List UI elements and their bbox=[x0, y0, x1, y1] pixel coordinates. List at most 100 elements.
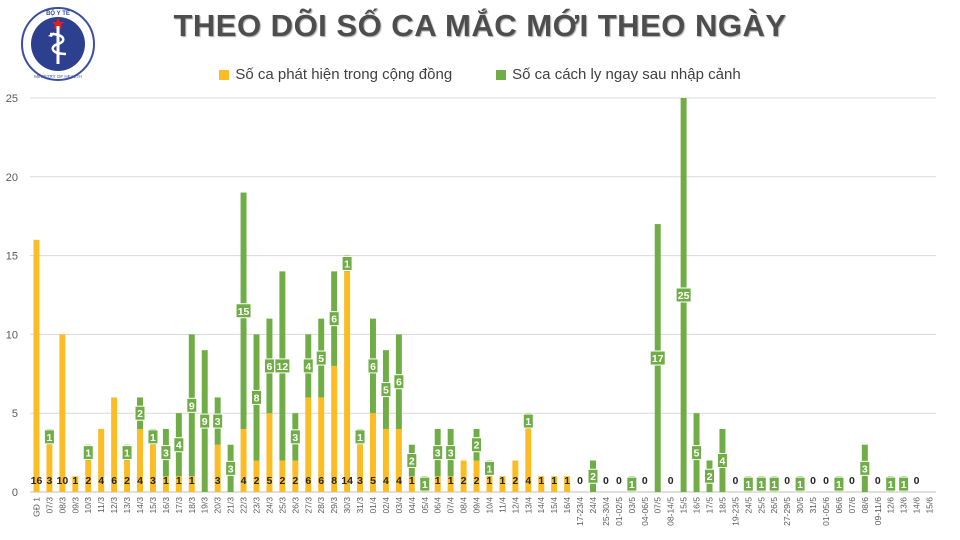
data-label-box bbox=[859, 460, 871, 476]
x-tick-label: 10/3 bbox=[83, 497, 93, 514]
x-tick-label: 24/5 bbox=[743, 497, 753, 514]
x-tick-label: 15/5 bbox=[679, 497, 689, 514]
data-label-quarantine: 1 bbox=[85, 448, 91, 460]
data-label-quarantine: 2 bbox=[707, 471, 713, 483]
x-tick-label: 31/5 bbox=[808, 497, 818, 514]
bar-community bbox=[357, 444, 364, 492]
data-label-quarantine: 2 bbox=[137, 408, 143, 420]
data-label-quarantine: 1 bbox=[46, 432, 52, 444]
x-tick-label: 04-06/5 bbox=[640, 497, 650, 526]
bar-community bbox=[124, 460, 131, 492]
legend-label-community: Số ca phát hiện trong cộng đồng bbox=[235, 66, 453, 83]
data-label-quarantine: 8 bbox=[254, 392, 260, 404]
bar-community bbox=[253, 460, 260, 492]
x-tick-label: 01-05/6 bbox=[821, 497, 831, 526]
data-label-quarantine: 1 bbox=[150, 432, 156, 444]
data-label-box bbox=[199, 413, 211, 429]
x-tick-label: 14/4 bbox=[536, 497, 546, 514]
data-label-community: 0 bbox=[875, 475, 881, 487]
data-label-box bbox=[328, 311, 340, 327]
data-label-box bbox=[43, 429, 55, 445]
data-label-box bbox=[173, 437, 185, 453]
data-label-community: 3 bbox=[150, 475, 156, 487]
chart-legend: Số ca phát hiện trong cộng đồng Số ca cá… bbox=[0, 66, 960, 83]
bar-community bbox=[344, 271, 351, 492]
x-tick-label: 17/5 bbox=[705, 497, 715, 514]
bar-community bbox=[175, 476, 182, 492]
data-label-community: 4 bbox=[396, 475, 402, 487]
data-label-community: 5 bbox=[370, 475, 376, 487]
x-tick-label: 19/3 bbox=[200, 497, 210, 514]
bar-community bbox=[512, 460, 519, 492]
data-label-community: 5 bbox=[267, 475, 273, 487]
bar-community bbox=[59, 334, 66, 492]
x-tick-label: 24/3 bbox=[264, 497, 274, 514]
x-tick-label: 20/3 bbox=[213, 497, 223, 514]
x-tick-label: 04/4 bbox=[407, 497, 417, 514]
data-label-box bbox=[716, 452, 728, 468]
star-icon bbox=[52, 18, 64, 29]
bar-community bbox=[137, 428, 143, 492]
data-label-quarantine: 1 bbox=[745, 479, 751, 491]
data-label-box bbox=[898, 476, 910, 492]
data-label-quarantine: 25 bbox=[678, 290, 690, 302]
x-tick-label: 08-14/5 bbox=[666, 497, 676, 526]
bar-community bbox=[499, 476, 506, 492]
data-label-quarantine: 3 bbox=[292, 432, 298, 444]
data-label-quarantine: 4 bbox=[720, 455, 726, 467]
data-label-quarantine: 6 bbox=[267, 361, 273, 373]
bar-community bbox=[85, 460, 92, 492]
data-label-box bbox=[251, 389, 262, 405]
data-label-community: 0 bbox=[914, 475, 920, 487]
bar-community bbox=[525, 428, 532, 492]
x-tick-label: 03/5 bbox=[627, 497, 637, 514]
x-tick-label: 15/4 bbox=[549, 497, 559, 514]
data-label-box bbox=[289, 429, 301, 445]
data-label-community: 1 bbox=[435, 475, 441, 487]
data-label-box bbox=[393, 374, 405, 390]
data-label-quarantine: 1 bbox=[797, 479, 803, 491]
data-label-quarantine: 2 bbox=[590, 471, 596, 483]
x-tick-label: 14/6 bbox=[912, 497, 922, 514]
data-label-community: 4 bbox=[98, 475, 104, 487]
legend-item-quarantine: Số ca cách ly ngay sau nhập cảnh bbox=[496, 66, 741, 83]
x-tick-label: 07/3 bbox=[44, 497, 54, 514]
bar-community bbox=[46, 444, 53, 492]
x-tick-label: 18/5 bbox=[717, 497, 727, 514]
x-tick-label: 09/4 bbox=[472, 497, 482, 514]
data-label-box bbox=[691, 445, 703, 461]
data-label-box bbox=[121, 445, 133, 461]
x-tick-label: 14/3 bbox=[135, 497, 145, 514]
data-label-box bbox=[82, 445, 94, 461]
data-label-box bbox=[354, 429, 366, 445]
x-tick-label: 07/6 bbox=[847, 497, 857, 514]
data-label-quarantine: 15 bbox=[238, 306, 250, 318]
bar-community bbox=[33, 239, 40, 492]
bar-community bbox=[279, 460, 286, 492]
data-label-quarantine: 3 bbox=[228, 463, 234, 475]
data-label-community: 1 bbox=[564, 475, 570, 487]
x-tick-label: 06/6 bbox=[834, 497, 844, 514]
data-label-box bbox=[885, 476, 897, 492]
x-tick-label: 13/4 bbox=[523, 497, 533, 514]
y-tick-label: 10 bbox=[6, 329, 18, 341]
data-label-quarantine: 5 bbox=[383, 385, 389, 397]
data-label-box bbox=[742, 476, 754, 492]
data-label-community: 0 bbox=[642, 475, 648, 487]
x-tick-label: 07/5 bbox=[653, 497, 663, 514]
data-label-community: 2 bbox=[279, 475, 285, 487]
bar-community bbox=[486, 476, 493, 492]
chart-title: THEO DÕI SỐ CA MẮC MỚI THEO NGÀY bbox=[173, 8, 787, 43]
x-tick-label: 17/3 bbox=[174, 497, 184, 514]
legend-label-quarantine: Số ca cách ly ngay sau nhập cảnh bbox=[512, 66, 741, 83]
bar-community bbox=[214, 444, 221, 492]
x-tick-label: 25/3 bbox=[277, 497, 287, 514]
x-tick-label: 15/6 bbox=[925, 497, 935, 514]
data-label-box bbox=[186, 397, 198, 413]
data-label-quarantine: 5 bbox=[694, 448, 700, 460]
data-label-community: 4 bbox=[383, 475, 389, 487]
data-label-box bbox=[833, 476, 845, 492]
data-label-community: 2 bbox=[512, 475, 518, 487]
data-label-box bbox=[147, 429, 159, 445]
data-label-community: 2 bbox=[461, 475, 467, 487]
